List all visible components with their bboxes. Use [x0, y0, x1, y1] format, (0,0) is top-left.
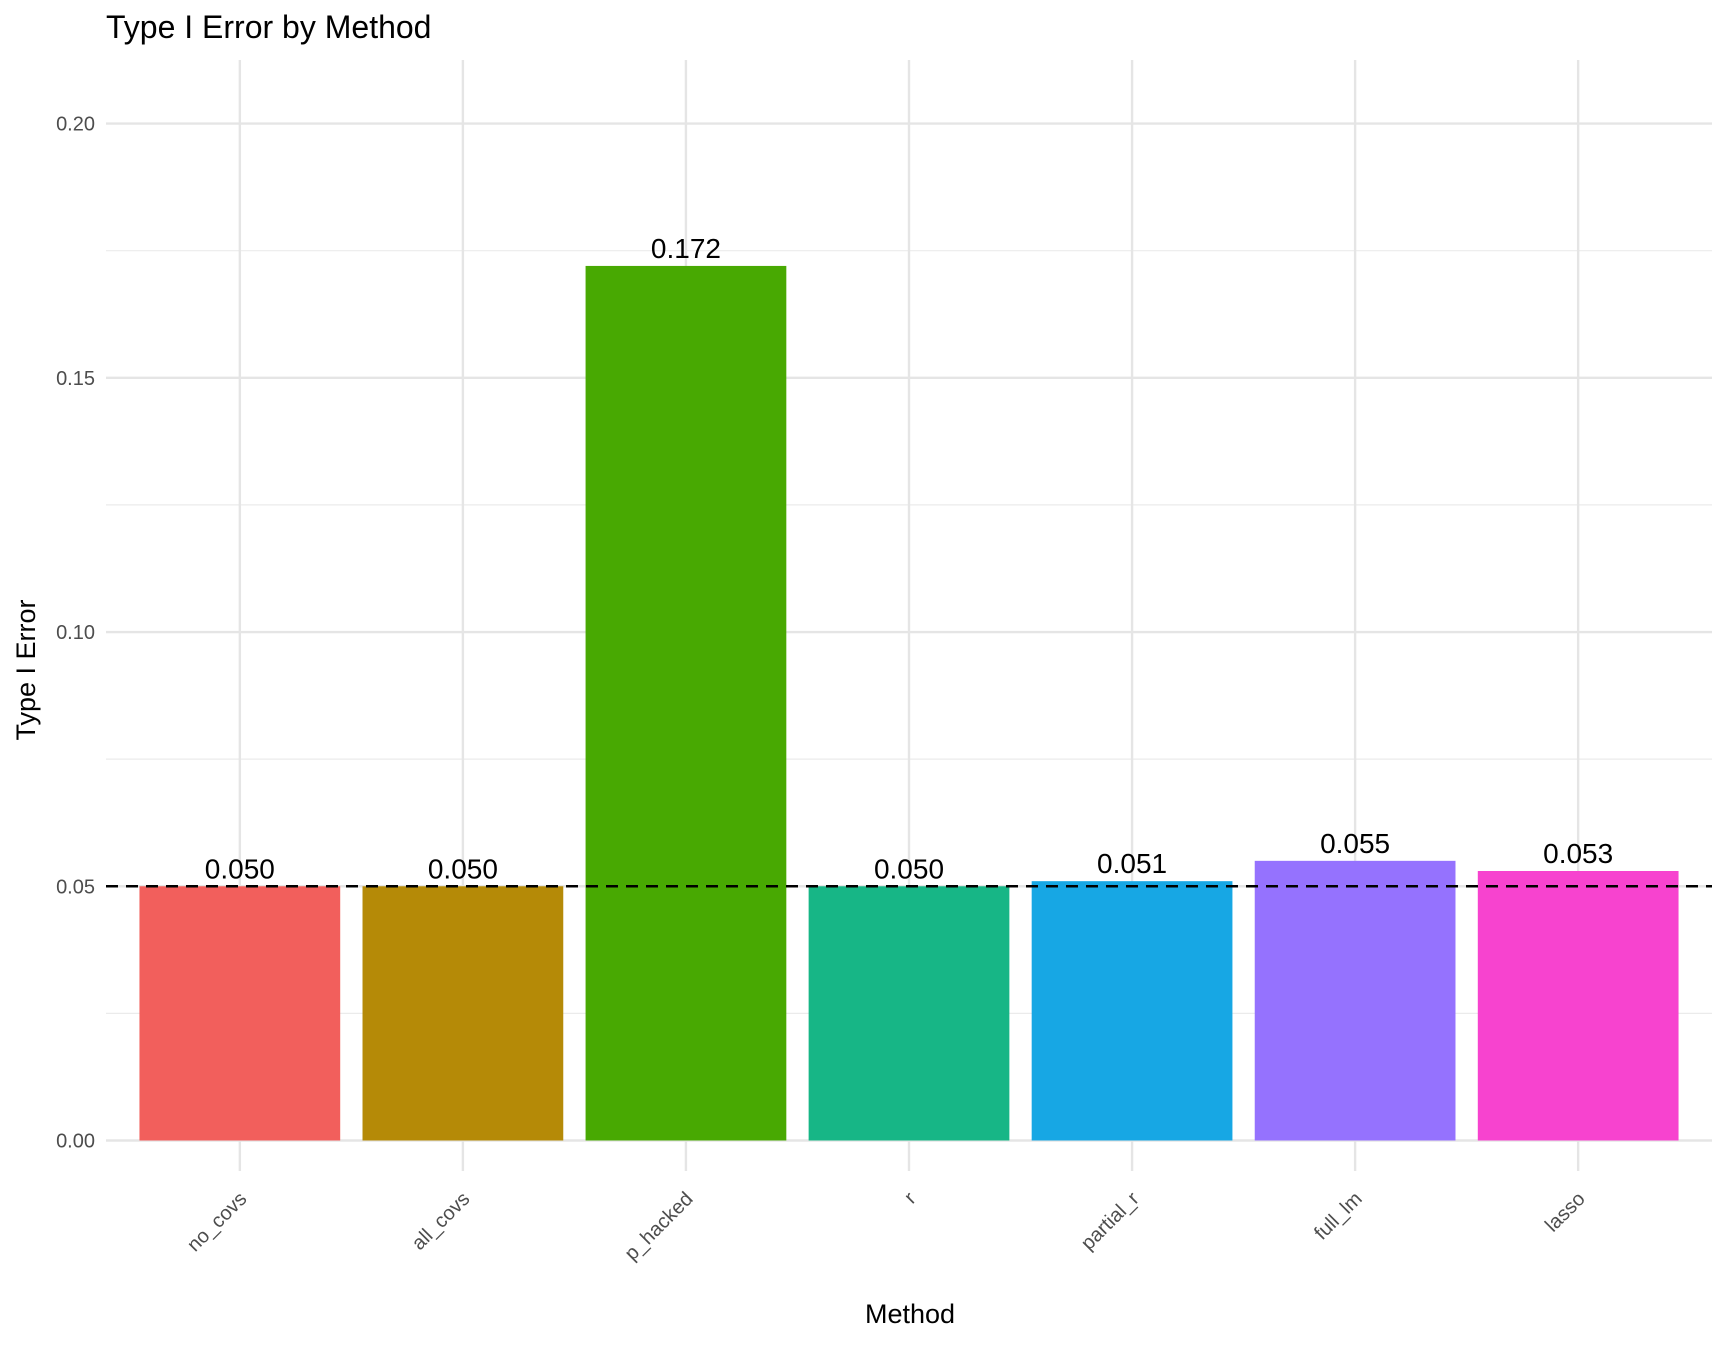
bar-no_covs: [139, 886, 341, 1141]
bar-all_covs: [362, 886, 564, 1141]
bar-value-labels: 0.050 0.050 0.172 0.050 0.051 0.055 0.053: [205, 233, 1613, 884]
x-tick-label-no_covs: no_covs: [183, 1188, 251, 1256]
x-tick-label-r: r: [900, 1188, 921, 1209]
bar-label-lasso: 0.053: [1543, 838, 1613, 869]
y-tick-label: 0.05: [56, 876, 95, 898]
bar-label-p_hacked: 0.172: [651, 233, 721, 264]
bar-full_lm: [1254, 860, 1456, 1141]
y-axis-tick-labels: 0.00 0.05 0.10 0.15 0.20: [56, 114, 95, 1153]
bar-partial_r: [1031, 881, 1233, 1141]
x-tick-label-full_lm: full_lm: [1310, 1188, 1366, 1244]
x-tick-label-all_covs: all_covs: [408, 1188, 475, 1255]
x-tick-label-p_hacked: p_hacked: [621, 1188, 698, 1265]
bar-label-partial_r: 0.051: [1097, 848, 1167, 879]
bar-r: [808, 886, 1010, 1141]
y-tick-label: 0.10: [56, 622, 95, 644]
x-tick-label-partial_r: partial_r: [1077, 1188, 1144, 1255]
x-axis-label: Method: [865, 1299, 955, 1329]
y-tick-label: 0.15: [56, 368, 95, 390]
y-tick-label: 0.20: [56, 114, 95, 136]
y-tick-label: 0.00: [56, 1130, 95, 1152]
bar-label-no_covs: 0.050: [205, 853, 275, 884]
x-tick-label-lasso: lasso: [1541, 1188, 1590, 1237]
bar-p_hacked: [585, 265, 787, 1141]
bar-label-r: 0.050: [874, 853, 944, 884]
chart-title: Type I Error by Method: [106, 9, 431, 45]
y-axis-label: Type I Error: [11, 599, 41, 740]
bar-label-all_covs: 0.050: [428, 853, 498, 884]
bar-label-full_lm: 0.055: [1320, 828, 1390, 859]
bar-lasso: [1477, 871, 1679, 1141]
bars: [139, 265, 1679, 1141]
x-axis-tick-labels: no_covs all_covs p_hacked r partial_r full_lm…: [183, 1188, 1590, 1265]
